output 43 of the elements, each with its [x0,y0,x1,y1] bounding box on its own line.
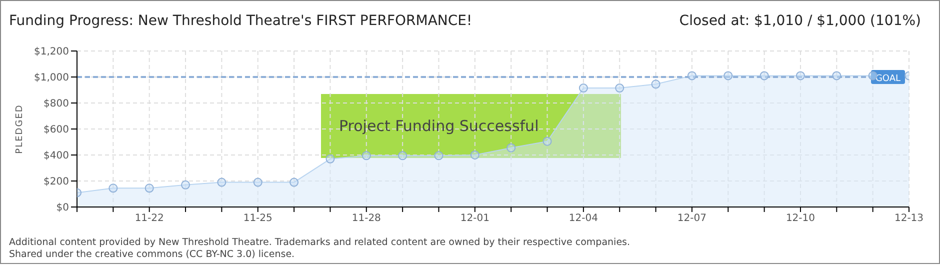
point [832,71,842,80]
point [362,151,371,160]
point [687,71,696,80]
x-tick-label: 11-28 [352,213,381,224]
annotation: Project Funding Successful [339,117,539,135]
point [217,178,226,187]
point [615,84,624,93]
point [181,180,190,190]
point [144,184,154,193]
point [326,154,335,164]
point [724,71,733,80]
point [253,178,262,187]
point [398,151,408,160]
point [108,184,118,193]
y-tick-label: $600 [44,124,69,136]
x-tick-label: 11-25 [243,213,272,224]
point [470,150,480,160]
text: Additional content provided by New Threshold Theatre. Trademarks and related content are owned by their respective companies. [9,237,630,249]
text: Shared under the creative commons (CC BY-NC 3.0) license. [9,249,296,261]
point [651,80,660,89]
ref-line-label: GOAL [875,74,901,84]
x-tick-label: 12-10 [786,213,816,224]
point [760,71,769,80]
x-tick-label: 12-04 [568,213,598,224]
point [290,178,299,187]
y-tick-label: $400 [44,150,69,162]
point [506,143,516,152]
y-tick-label: $200 [44,176,69,188]
y-tick-label: $0 [56,202,69,214]
y-tick-label: $800 [44,98,69,110]
point [578,84,588,93]
x-tick-label: 12-13 [894,213,924,224]
point [796,71,805,80]
y-axis-title: PLEDGED [15,104,26,154]
chart-subtitle: Closed at: $1,010 / $1,000 (101%) [679,13,921,29]
x-tick-label: 12-01 [460,213,490,224]
y-tick-label: $1,200 [34,46,69,58]
point [542,136,552,146]
x-tick-label: 11-22 [134,213,164,224]
y-tick-label: $1,000 [34,72,69,84]
point [434,151,444,160]
chart-title: Funding Progress: New Threshold Theatre's FIRST PERFORMANCE! [9,13,472,29]
x-tick-label: 12-07 [677,213,706,224]
